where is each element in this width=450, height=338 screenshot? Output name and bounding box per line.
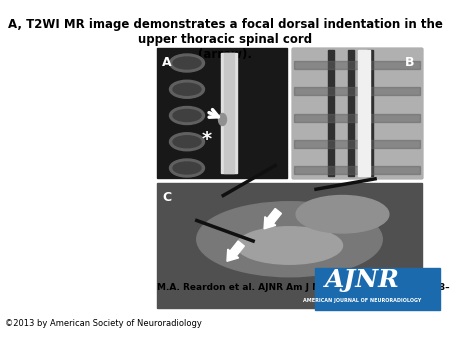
Ellipse shape xyxy=(170,106,204,124)
Bar xyxy=(220,53,237,173)
Bar xyxy=(294,140,420,148)
Ellipse shape xyxy=(170,133,204,151)
Bar xyxy=(292,48,422,178)
Ellipse shape xyxy=(170,54,204,72)
Bar xyxy=(367,50,373,176)
Bar xyxy=(224,53,234,173)
Bar xyxy=(157,48,287,178)
Bar xyxy=(294,61,420,69)
Text: A, T2WI MR image demonstrates a focal dorsal indentation in the upper thoracic s: A, T2WI MR image demonstrates a focal do… xyxy=(8,18,442,61)
Ellipse shape xyxy=(170,159,204,177)
Ellipse shape xyxy=(170,80,204,98)
Text: AMERICAN JOURNAL OF NEURORADIOLOGY: AMERICAN JOURNAL OF NEURORADIOLOGY xyxy=(303,298,422,303)
Ellipse shape xyxy=(173,110,201,121)
FancyArrow shape xyxy=(264,209,281,229)
Bar xyxy=(315,268,440,310)
Text: A: A xyxy=(162,56,171,69)
Bar xyxy=(292,48,422,178)
Ellipse shape xyxy=(296,195,389,233)
Bar xyxy=(328,50,334,176)
Bar xyxy=(347,50,354,176)
Ellipse shape xyxy=(173,136,201,148)
Text: B: B xyxy=(405,56,414,69)
Ellipse shape xyxy=(197,202,382,277)
Bar xyxy=(157,183,422,308)
Ellipse shape xyxy=(173,57,201,69)
Ellipse shape xyxy=(237,227,342,264)
FancyArrow shape xyxy=(227,241,244,261)
Bar xyxy=(294,166,420,174)
Ellipse shape xyxy=(173,83,201,95)
Text: *: * xyxy=(201,129,212,148)
Bar xyxy=(357,50,369,176)
Text: C: C xyxy=(162,191,171,204)
Text: ©2013 by American Society of Neuroradiology: ©2013 by American Society of Neuroradiol… xyxy=(5,319,202,328)
Ellipse shape xyxy=(173,162,201,174)
Bar xyxy=(294,87,420,95)
Text: M.A. Reardon et al. AJNR Am J Neuroradiol 2013;34:1108–1110: M.A. Reardon et al. AJNR Am J Neuroradio… xyxy=(157,283,450,292)
Ellipse shape xyxy=(219,114,226,125)
Text: AJNR: AJNR xyxy=(325,268,400,292)
Bar xyxy=(294,114,420,121)
